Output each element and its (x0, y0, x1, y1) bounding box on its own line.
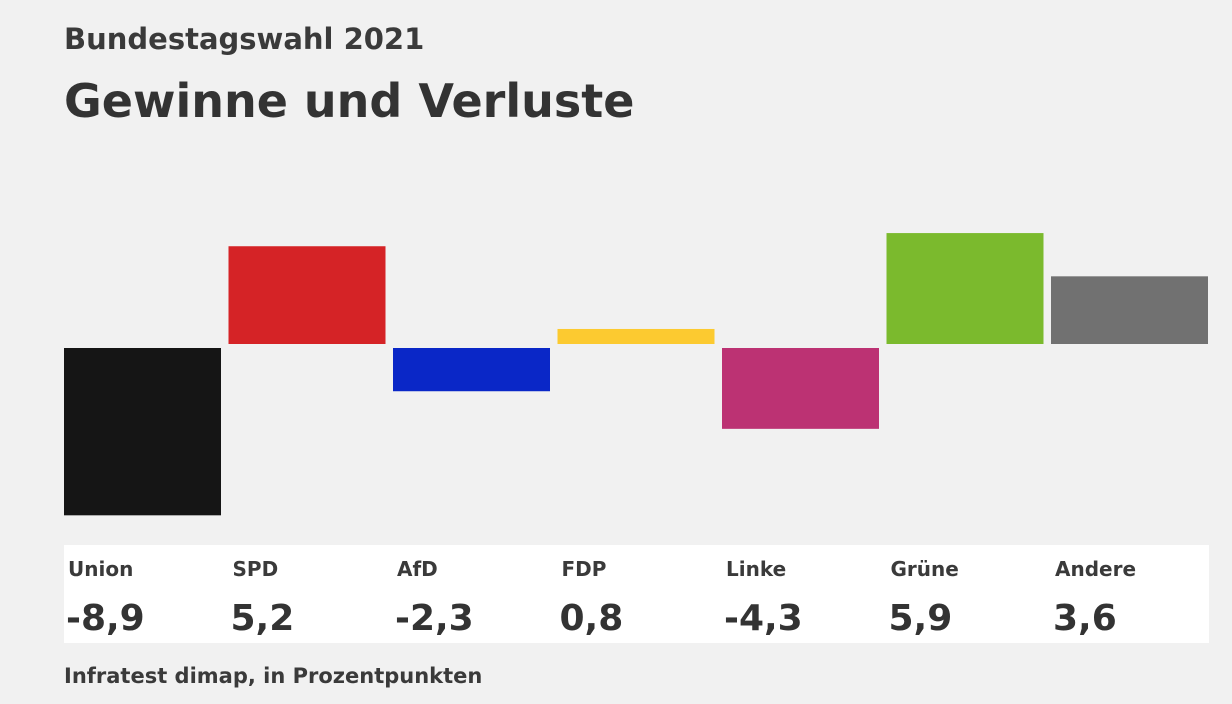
category-label-gruene: Grüne (891, 557, 959, 581)
bar-afd (393, 348, 550, 392)
category-label-spd: SPD (233, 557, 279, 581)
chart-title: Gewinne und Verluste (64, 74, 635, 128)
chart-subtitle: Bundestagswahl 2021 (64, 22, 425, 56)
value-label-gruene: 5,9 (889, 598, 953, 639)
bar-andere (1051, 276, 1208, 344)
value-label-andere: 3,6 (1053, 598, 1117, 639)
bar-union (64, 348, 221, 516)
value-label-afd: -2,3 (395, 598, 474, 639)
bar-linke (722, 348, 879, 429)
bar-spd (228, 246, 386, 344)
value-label-linke: -4,3 (724, 598, 803, 639)
source-note: Infratest dimap, in Prozentpunkten (64, 664, 483, 688)
value-label-fdp: 0,8 (560, 598, 624, 639)
bar-gruene (886, 233, 1044, 344)
category-label-union: Union (68, 557, 133, 581)
bar-fdp (557, 328, 715, 344)
category-label-afd: AfD (397, 557, 438, 581)
category-label-linke: Linke (726, 557, 786, 581)
category-label-fdp: FDP (562, 557, 607, 581)
value-label-union: -8,9 (66, 598, 145, 639)
value-label-spd: 5,2 (231, 598, 295, 639)
category-label-andere: Andere (1055, 557, 1136, 581)
value-strip (64, 545, 1209, 643)
